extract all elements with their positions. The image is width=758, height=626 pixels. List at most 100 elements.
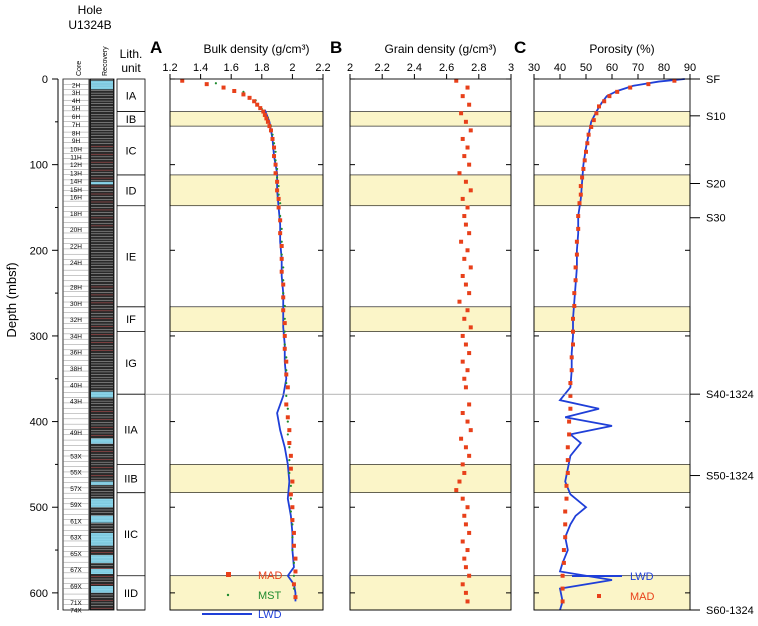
series-mad-point xyxy=(276,205,281,210)
series-mad-point xyxy=(454,488,459,493)
series-mst-point xyxy=(242,90,245,93)
core-label: 3H xyxy=(72,90,81,97)
series-mad-point xyxy=(262,112,267,117)
unit-band xyxy=(349,111,512,127)
unit-band xyxy=(533,306,691,332)
panel-letter: B xyxy=(330,38,342,57)
series-mad-point xyxy=(576,214,581,219)
unit-band xyxy=(533,464,691,493)
series-mad-point xyxy=(459,111,464,116)
depth-tick-label: 200 xyxy=(30,245,48,257)
series-mad-point xyxy=(467,530,472,535)
series-mad-point xyxy=(261,109,266,114)
series-mad-point xyxy=(465,548,470,553)
series-mst-point xyxy=(285,381,288,385)
x-tick-label: 2 xyxy=(289,62,295,74)
unit-band xyxy=(349,174,512,207)
series-mad-point xyxy=(290,479,295,484)
series-mad-point xyxy=(281,308,286,313)
panel-letter: C xyxy=(514,38,526,57)
x-tick-label: 90 xyxy=(684,62,696,74)
panel-letter: A xyxy=(150,38,162,57)
series-mad-point xyxy=(468,128,473,133)
series-mad-point xyxy=(602,99,607,104)
series-mad-point xyxy=(607,94,612,99)
x-tick-label: 1.6 xyxy=(224,62,239,74)
series-mad-point xyxy=(457,299,462,304)
series-mad-point xyxy=(465,145,470,150)
series-mad-point xyxy=(258,106,263,111)
series-mad-point xyxy=(564,496,569,501)
recovery-gap xyxy=(91,481,113,485)
series-mad-point xyxy=(577,201,582,206)
series-mad-point xyxy=(463,565,468,570)
series-mad-point xyxy=(279,244,284,249)
series-mad-point xyxy=(563,509,568,514)
x-tick-label: 60 xyxy=(606,62,618,74)
lith-unit-label-1: Lith. xyxy=(120,47,143,61)
horizon-label: S10 xyxy=(706,111,726,123)
x-tick-label: 1.4 xyxy=(193,62,208,74)
series-mad-point xyxy=(561,560,566,565)
series-mad-point xyxy=(467,102,472,107)
core-label: 18H xyxy=(70,211,82,218)
series-mad-point xyxy=(573,265,578,270)
series-mad-point xyxy=(272,145,277,150)
series-mad-point xyxy=(467,402,472,407)
core-label: 14H xyxy=(70,178,82,185)
series-mad-point xyxy=(571,342,575,347)
series-mad-point xyxy=(462,513,467,518)
core-label: 16H xyxy=(70,195,82,202)
series-mad-point xyxy=(282,333,287,338)
series-mad-point xyxy=(563,522,568,527)
series-mad-point xyxy=(467,291,472,296)
series-mst-point xyxy=(291,548,294,552)
unit-band xyxy=(533,111,691,127)
unit-band xyxy=(533,174,691,207)
depth-tick-label: 300 xyxy=(30,331,48,343)
x-tick-label: 50 xyxy=(580,62,592,74)
series-mad-point xyxy=(560,573,565,578)
series-mad-point xyxy=(586,132,591,137)
series-mad-point xyxy=(264,116,269,121)
core-label: 57X xyxy=(70,486,82,493)
recovery-gap xyxy=(91,181,113,185)
core-label: 2H xyxy=(72,82,81,89)
series-mad-point xyxy=(287,440,292,445)
unit-band xyxy=(349,306,512,332)
series-mad-point xyxy=(578,192,583,197)
series-mad-point xyxy=(565,445,570,450)
series-mad-point xyxy=(462,376,467,381)
lith-unit-column: IA IB IC ID IE IF IG IIA IIB IIC IID xyxy=(116,78,146,611)
x-tick-label: 70 xyxy=(632,62,644,74)
series-mad-point xyxy=(291,543,296,548)
core-label: 13H xyxy=(70,171,82,178)
series-mst-point xyxy=(282,279,285,282)
series-mst-point xyxy=(214,82,217,85)
series-mst-point xyxy=(274,150,277,153)
series-mad-point xyxy=(276,196,281,201)
series-mad-point xyxy=(563,535,568,540)
core-label: 15H xyxy=(70,187,82,194)
lith-unit-label: IA xyxy=(126,90,137,102)
series-mad-point xyxy=(463,385,468,390)
series-mad-point xyxy=(265,119,270,124)
recovery-gap xyxy=(91,438,113,444)
series-mad-point xyxy=(460,539,465,544)
recovery-column-frame xyxy=(89,78,115,611)
legend-mad-label: MAD xyxy=(258,570,283,582)
series-mad-point xyxy=(268,128,273,133)
lith-column-frame xyxy=(116,78,146,611)
recovery-gap xyxy=(91,532,113,546)
x-tick-label: 80 xyxy=(658,62,670,74)
recovery-gap xyxy=(91,391,113,398)
series-mad-point xyxy=(462,256,467,261)
recovery-gap xyxy=(91,515,113,523)
hole-label: Hole xyxy=(78,3,103,17)
core-label: 71X xyxy=(70,600,82,607)
series-mad-point xyxy=(465,368,470,373)
series-mad-point xyxy=(564,483,569,488)
depth-axis-label: Depth (mbsf) xyxy=(4,262,19,337)
core-label: 63X xyxy=(70,535,82,542)
panel-frame xyxy=(169,78,324,611)
